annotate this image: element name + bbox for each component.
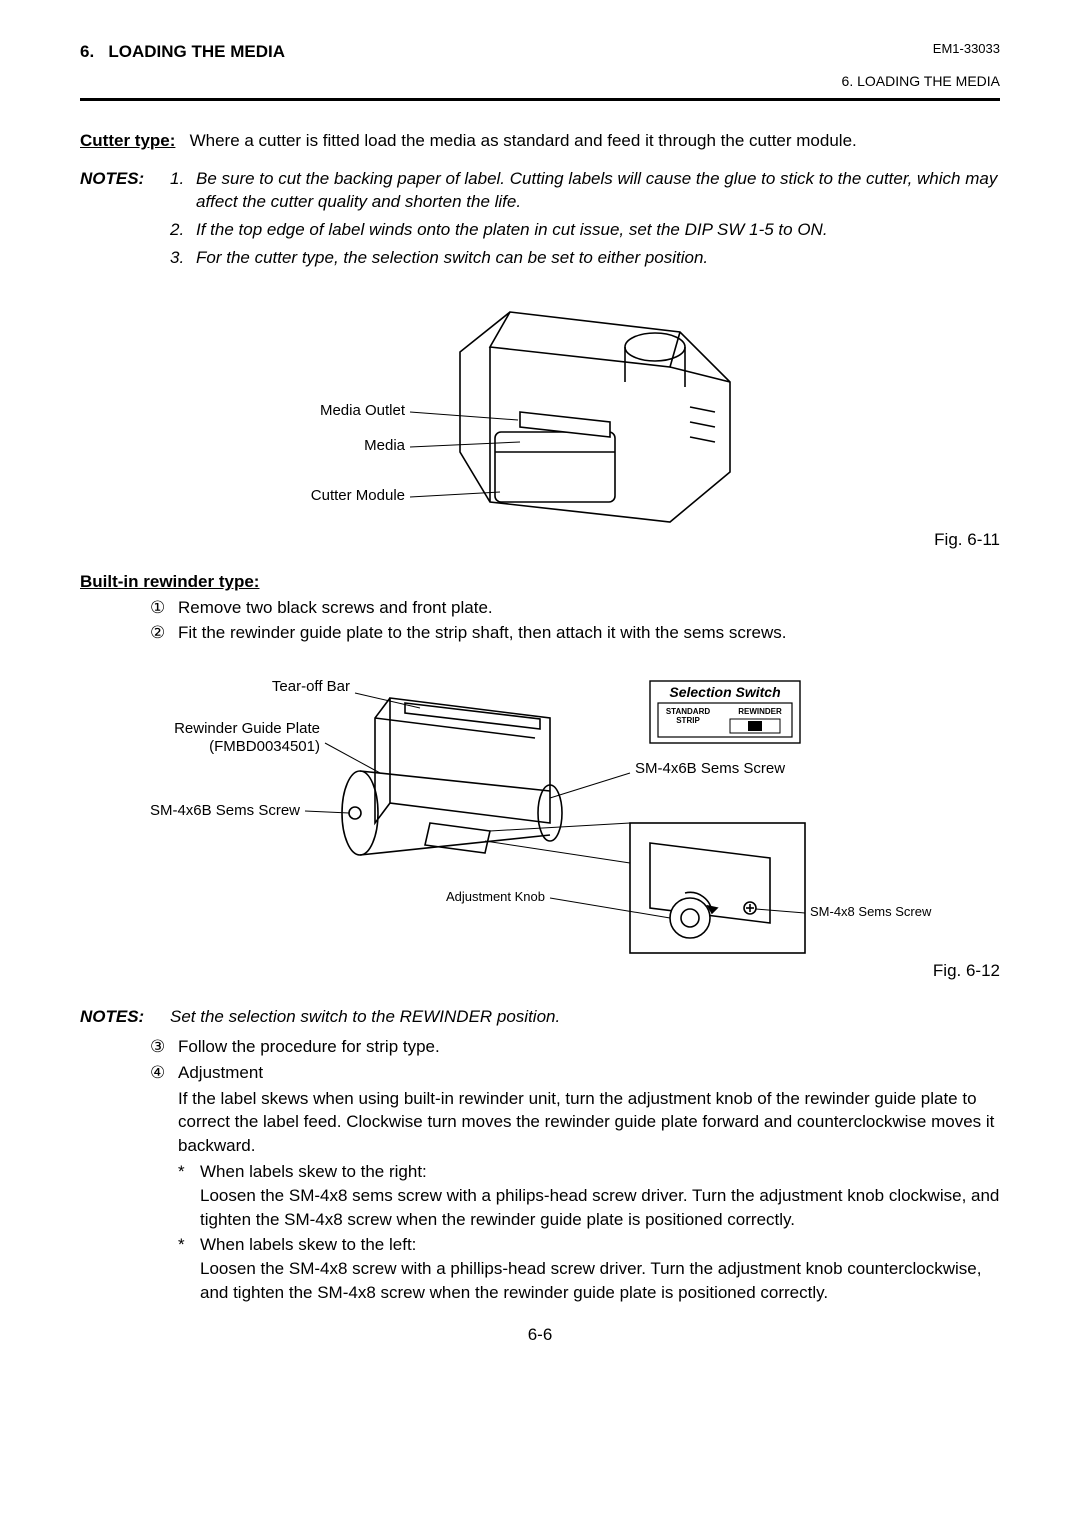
notes-label: NOTES: [80, 167, 170, 274]
header-rule [80, 98, 1000, 101]
step-text: Follow the procedure for strip type. [178, 1035, 440, 1059]
figure-6-12-caption: Fig. 6-12 [933, 959, 1000, 983]
star-list: * When labels skew to the right: Loosen … [178, 1160, 1000, 1305]
cutter-type-section: Cutter type: Where a cutter is fitted lo… [80, 129, 1000, 153]
adjustment-block: If the label skews when using built-in r… [178, 1087, 1000, 1305]
label-selection-switch: Selection Switch [669, 684, 780, 700]
step-text: Fit the rewinder guide plate to the stri… [178, 621, 787, 645]
note-num: 2. [170, 218, 196, 242]
step-text: Adjustment [178, 1061, 263, 1085]
doc-code: EM1-33033 [842, 40, 1000, 58]
circled-num: ④ [150, 1061, 178, 1085]
star-content: When labels skew to the right: Loosen th… [200, 1160, 1000, 1231]
label-sems-right: SM-4x6B Sems Screw [635, 760, 785, 777]
star-body: Loosen the SM-4x8 screw with a phillips-… [200, 1259, 981, 1302]
note-num: 1. [170, 167, 196, 215]
label-media-outlet: Media Outlet [320, 402, 406, 419]
breadcrumb: 6. LOADING THE MEDIA [842, 72, 1000, 92]
star-item: * When labels skew to the left: Loosen t… [178, 1233, 1000, 1304]
figure-6-11: Media Outlet Media Cutter Module Fig. 6-… [80, 292, 1000, 552]
label-guide-plate-pn: (FMBD0034501) [209, 738, 320, 755]
figure-6-12: Selection Switch STANDARD STRIP REWINDER [80, 663, 1000, 983]
header-left: 6. LOADING THE MEDIA [80, 40, 285, 64]
section-number: 6. [80, 42, 94, 61]
builtin-steps-34: ③ Follow the procedure for strip type. ④… [150, 1035, 1000, 1085]
section-title: LOADING THE MEDIA [108, 42, 285, 61]
label-rewinder: REWINDER [738, 707, 782, 716]
figure-6-11-svg: Media Outlet Media Cutter Module [260, 292, 820, 542]
list-item: ③ Follow the procedure for strip type. [150, 1035, 1000, 1059]
label-standard: STANDARD [666, 707, 711, 716]
note-item: 2. If the top edge of label winds onto t… [170, 218, 1000, 242]
star-content: When labels skew to the left: Loosen the… [200, 1233, 1000, 1304]
builtin-steps-12: ① Remove two black screws and front plat… [150, 596, 1000, 646]
step-text: Remove two black screws and front plate. [178, 596, 493, 620]
label-sems-4x8: SM-4x8 Sems Screw [810, 904, 932, 919]
list-item: ① Remove two black screws and front plat… [150, 596, 1000, 620]
note-num: 3. [170, 246, 196, 270]
note-text: If the top edge of label winds onto the … [196, 218, 828, 242]
header-right: EM1-33033 6. LOADING THE MEDIA [842, 40, 1000, 92]
notes-block-2: NOTES: Set the selection switch to the R… [80, 1005, 1000, 1029]
circled-num: ① [150, 596, 178, 620]
figure-6-12-svg: Selection Switch STANDARD STRIP REWINDER [130, 663, 950, 973]
label-media: Media [364, 437, 406, 454]
star-head: When labels skew to the left: [200, 1235, 416, 1254]
page-number: 6-6 [80, 1323, 1000, 1347]
notes-list-1: 1. Be sure to cut the backing paper of l… [170, 167, 1000, 274]
note-text: Be sure to cut the backing paper of labe… [196, 167, 1000, 215]
star-head: When labels skew to the right: [200, 1162, 427, 1181]
notes-label: NOTES: [80, 1005, 170, 1029]
cutter-type-label: Cutter type: [80, 131, 175, 150]
cutter-type-text: Where a cutter is fitted load the media … [190, 131, 857, 150]
builtin-rewinder-section: Built-in rewinder type: ① Remove two bla… [80, 570, 1000, 645]
page-header: 6. LOADING THE MEDIA EM1-33033 6. LOADIN… [80, 40, 1000, 92]
notes-block-1: NOTES: 1. Be sure to cut the backing pap… [80, 167, 1000, 274]
list-item: ④ Adjustment [150, 1061, 1000, 1085]
star-item: * When labels skew to the right: Loosen … [178, 1160, 1000, 1231]
star-body: Loosen the SM-4x8 sems screw with a phil… [200, 1186, 999, 1229]
label-adjustment-knob: Adjustment Knob [446, 889, 545, 904]
note-item: 1. Be sure to cut the backing paper of l… [170, 167, 1000, 215]
label-tearoff-bar: Tear-off Bar [272, 678, 350, 695]
label-strip: STRIP [676, 716, 700, 725]
label-cutter-module: Cutter Module [311, 487, 405, 504]
label-sems-left: SM-4x6B Sems Screw [150, 802, 300, 819]
figure-6-11-caption: Fig. 6-11 [934, 528, 1000, 552]
adjustment-paragraph: If the label skews when using built-in r… [178, 1087, 1000, 1158]
builtin-heading: Built-in rewinder type: [80, 570, 1000, 594]
label-guide-plate: Rewinder Guide Plate [174, 720, 320, 737]
circled-num: ② [150, 621, 178, 645]
note-item: 3. For the cutter type, the selection sw… [170, 246, 1000, 270]
list-item: ② Fit the rewinder guide plate to the st… [150, 621, 1000, 645]
note-text: For the cutter type, the selection switc… [196, 246, 708, 270]
notes-text-2: Set the selection switch to the REWINDER… [170, 1005, 1000, 1029]
asterisk-icon: * [178, 1233, 200, 1304]
asterisk-icon: * [178, 1160, 200, 1231]
circled-num: ③ [150, 1035, 178, 1059]
